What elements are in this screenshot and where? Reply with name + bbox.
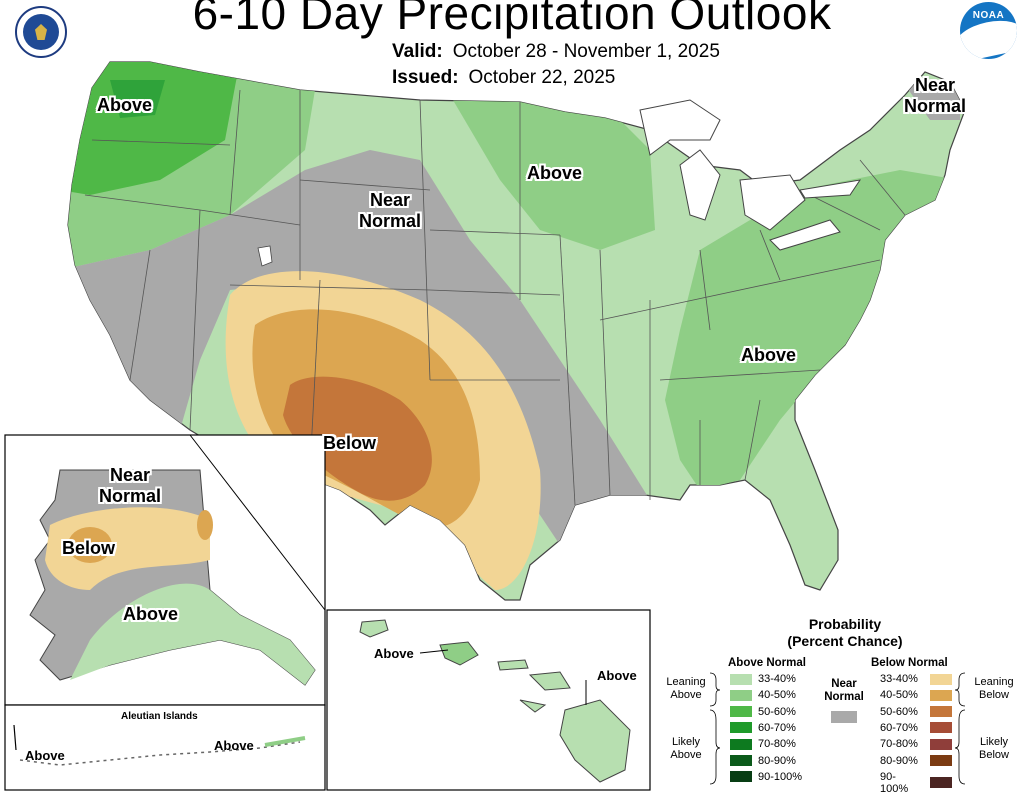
valid-value: October 28 - November 1, 2025 — [452, 41, 720, 62]
legend-leaning-above: Leaning Above — [666, 676, 706, 701]
label-below-southwest: Below — [323, 433, 377, 453]
legend-below-item: 60-70% — [880, 722, 952, 734]
legend-item-label: 33-40% — [880, 673, 918, 685]
label-near-normal-northeast: Near Normal — [903, 75, 966, 116]
legend-above-item: 60-70% — [730, 722, 796, 734]
legend-likely-below: Likely Below — [979, 736, 1009, 761]
legend-above-header: Above Normal — [728, 657, 806, 669]
legend-item-label: 90-100% — [758, 770, 803, 783]
label-hawaii-above-west: Above — [374, 646, 414, 661]
page-title: 6-10 Day Precipitation Outlook — [192, 0, 832, 39]
label-above-north: Above — [527, 163, 583, 183]
legend-swatch — [930, 689, 952, 701]
issued-value: October 22, 2025 — [468, 67, 616, 88]
label-alaska-near-normal: Near Normal — [98, 465, 161, 506]
issued-label: Issued: — [392, 67, 459, 88]
legend-item-label: 40-50% — [880, 689, 918, 702]
legend-swatch — [730, 771, 752, 783]
legend-item-label: 90-100% — [880, 770, 909, 795]
legend-item-label: 70-80% — [880, 738, 918, 751]
legend-item-label: 80-90% — [880, 754, 918, 767]
legend-likely-above: Likely Above — [670, 736, 702, 761]
legend-swatch — [930, 738, 952, 750]
legend-below-item: 33-40% — [880, 673, 952, 685]
legend-below-item: 90-100% — [880, 771, 952, 795]
legend-item-label: 80-90% — [758, 754, 796, 767]
valid-dates: Valid: October 28 - November 1, 2025 — [392, 41, 720, 63]
legend-swatch — [730, 689, 752, 701]
legend-swatch — [930, 722, 952, 734]
legend-item-label: 60-70% — [880, 721, 918, 734]
legend-below-item: 70-80% — [880, 738, 952, 750]
label-above-east: Above — [741, 345, 797, 365]
legend-above-item: 40-50% — [730, 689, 796, 701]
label-hawaii-above-east: Above — [597, 668, 637, 683]
legend-graphics — [709, 672, 966, 785]
legend-above-item: 80-90% — [730, 755, 796, 767]
legend-swatch — [730, 706, 752, 718]
legend-above-item: 90-100% — [730, 771, 802, 783]
alaska-inset — [4, 434, 326, 706]
legend-below-item: 80-90% — [880, 755, 952, 767]
hawaii-inset — [326, 609, 651, 791]
commerce-seal-icon — [15, 6, 67, 58]
valid-label: Valid: — [392, 41, 443, 62]
legend-item-label: 40-50% — [758, 689, 796, 702]
label-alaska-above: Above — [123, 604, 179, 624]
legend-below-item: 50-60% — [880, 706, 952, 718]
legend-leaning-below: Leaning Below — [974, 676, 1014, 701]
issued-date: Issued: October 22, 2025 — [392, 67, 615, 89]
label-alaska-below: Below — [62, 538, 116, 558]
label-aleutian-above-left: Above — [25, 748, 65, 763]
label-near-normal-central: Near Normal — [358, 190, 421, 231]
legend-swatch — [730, 755, 752, 766]
legend-above-item: 33-40% — [730, 673, 796, 685]
legend-below-header: Below Normal — [871, 657, 948, 669]
aleutian-inset — [4, 704, 326, 791]
label-above-northwest: Above — [97, 95, 153, 115]
label-aleutian-above-right: Above — [214, 738, 254, 753]
legend-item-label: 60-70% — [758, 721, 796, 734]
legend-item-label: 50-60% — [880, 705, 918, 718]
legend-below-item: 40-50% — [880, 689, 952, 701]
legend-near-normal: Near Normal — [824, 678, 864, 703]
legend-title: Probability (Percent Chance) — [787, 616, 903, 649]
legend-item-label: 70-80% — [758, 738, 796, 751]
noaa-logo-icon: NOAA — [960, 2, 1017, 59]
legend-item-label: 50-60% — [758, 705, 796, 718]
legend-swatch — [730, 738, 752, 750]
legend-above-item: 50-60% — [730, 706, 796, 718]
legend-swatch — [930, 673, 952, 685]
legend-swatch — [930, 777, 952, 789]
legend-above-item: 70-80% — [730, 738, 796, 750]
legend-swatch — [730, 673, 752, 685]
legend-swatch — [930, 706, 952, 718]
aleutian-title: Aleutian Islands — [121, 711, 198, 722]
legend-swatch — [930, 755, 952, 766]
legend-item-label: 33-40% — [758, 673, 796, 685]
legend-swatch — [730, 722, 752, 734]
